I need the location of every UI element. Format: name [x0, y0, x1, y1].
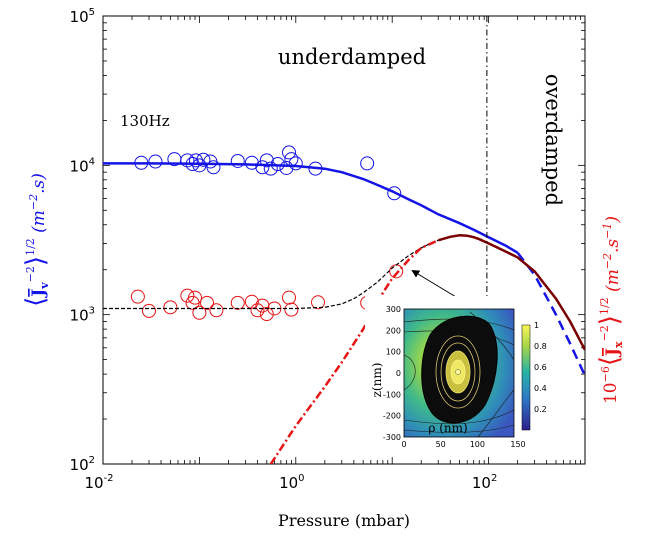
colorbar-tick: 0.6: [534, 363, 547, 372]
frequency-label: 130Hz: [120, 112, 170, 130]
svg-text:10−6⟨Jx−2⟩1/2 (m−2.s−1): 10−6⟨Jx−2⟩1/2 (m−2.s−1): [595, 216, 625, 404]
overdamped-label: overdamped: [541, 74, 565, 206]
inset-x-tick: 0: [401, 440, 406, 449]
x-tick-label: 10-2: [84, 473, 113, 492]
inset-y-tick: 0: [396, 369, 401, 378]
red-data-point: [142, 304, 155, 317]
x-tick-labels: 10-2 100 102: [84, 473, 497, 492]
red-data-point: [164, 301, 177, 314]
y-tick-label: 103: [70, 306, 95, 325]
y-tick-label: 102: [70, 455, 95, 474]
blue-data-point: [149, 155, 162, 168]
underdamped-label: underdamped: [278, 45, 426, 69]
inset-x-tick: 150: [510, 440, 525, 449]
colorbar-tick: 0.2: [534, 405, 547, 414]
red-data-point: [390, 265, 403, 278]
red-data-point: [282, 291, 295, 304]
red-data-point: [210, 304, 223, 317]
inset-y-tick: -200: [383, 412, 401, 421]
inset-y-label: z(nm): [370, 363, 384, 398]
y-tick-label: 105: [70, 7, 95, 26]
colorbar-tick: 1: [534, 321, 539, 330]
svg-text:⟨Jv−2⟩1/2 (m−2.s): ⟨Jv−2⟩1/2 (m−2.s): [21, 173, 51, 307]
y-axis-label-left: ⟨Jv−2⟩1/2 (m−2.s): [21, 173, 51, 307]
x-tick-label: 102: [472, 473, 497, 492]
y-tick-label: 104: [70, 156, 95, 175]
y-axis-label-right: 10−6⟨Jx−2⟩1/2 (m−2.s−1): [595, 216, 625, 404]
y-tick-labels: 102 103 104 105: [70, 7, 95, 474]
red-data-point: [285, 303, 298, 316]
inset-x-tick: 100: [470, 440, 485, 449]
colorbar-tick: 0.8: [534, 342, 547, 351]
inset-y-tick: 100: [386, 348, 401, 357]
colorbar-tick: 0.4: [534, 384, 547, 393]
inset-arrow: [413, 271, 456, 297]
red-data-point: [201, 296, 214, 309]
red-data-point: [131, 290, 144, 303]
inset-y-tick: -300: [383, 433, 401, 442]
inset-y-tick: 300: [386, 305, 401, 314]
fit-curve-2: [103, 163, 518, 252]
inset-x-label: ρ (nm): [428, 421, 467, 435]
blue-data-point: [245, 156, 258, 169]
x-axis-label: Pressure (mbar): [278, 511, 410, 530]
red-data-point: [188, 291, 201, 304]
inset-x-tick: 50: [436, 440, 446, 449]
x-tick-label: 100: [279, 473, 304, 492]
inset-colorbar: [522, 325, 530, 430]
red-data-point: [231, 296, 244, 309]
red-data-point: [181, 289, 194, 302]
inset-y-tick: 200: [386, 326, 401, 335]
blue-data-point: [361, 157, 374, 170]
inset-y-tick: -100: [383, 390, 401, 399]
